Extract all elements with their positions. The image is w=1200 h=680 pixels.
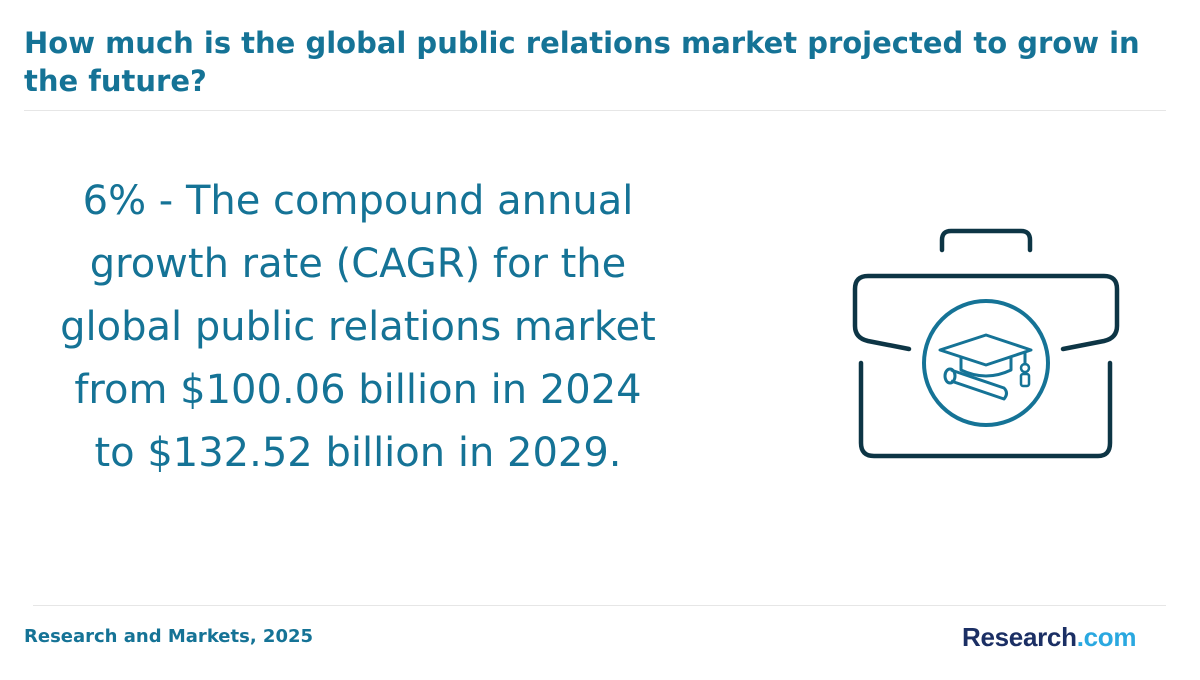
header: How much is the global public relations …	[24, 24, 1144, 100]
bottom-divider	[33, 605, 1166, 606]
source-citation: Research and Markets, 2025	[24, 626, 314, 647]
briefcase-graduation-cap-icon	[848, 226, 1124, 462]
top-divider	[24, 110, 1166, 111]
stat-text: 6% - The compound annual growth rate (CA…	[60, 178, 656, 476]
brand-logo-suffix: .com	[1076, 622, 1137, 652]
page-title: How much is the global public relations …	[24, 26, 1140, 98]
brand-logo[interactable]: Research.com	[962, 620, 1136, 654]
brand-logo-main: Research	[962, 622, 1077, 652]
